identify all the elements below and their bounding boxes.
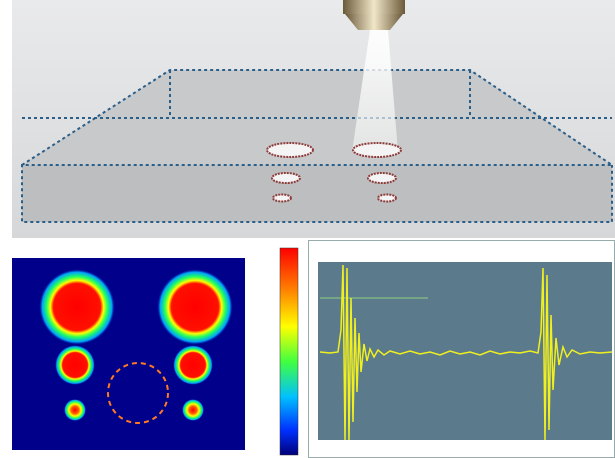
transducer-body	[343, 0, 405, 14]
c-scan-blob	[39, 269, 115, 345]
figure	[0, 0, 615, 458]
page	[0, 0, 615, 458]
c-scan-blob	[173, 345, 213, 385]
hole-large	[353, 143, 401, 157]
hole-medium	[272, 173, 300, 183]
hole-medium	[368, 173, 396, 183]
hole-small	[273, 195, 291, 202]
a-scan-plot	[318, 262, 612, 440]
c-scan-blob	[157, 269, 233, 345]
c-scan-blob	[64, 399, 86, 421]
colorbar	[280, 248, 298, 455]
c-scan-blob	[182, 399, 204, 421]
hole-large	[267, 143, 313, 157]
hole-small	[378, 195, 396, 202]
c-scan-blob	[55, 345, 95, 385]
